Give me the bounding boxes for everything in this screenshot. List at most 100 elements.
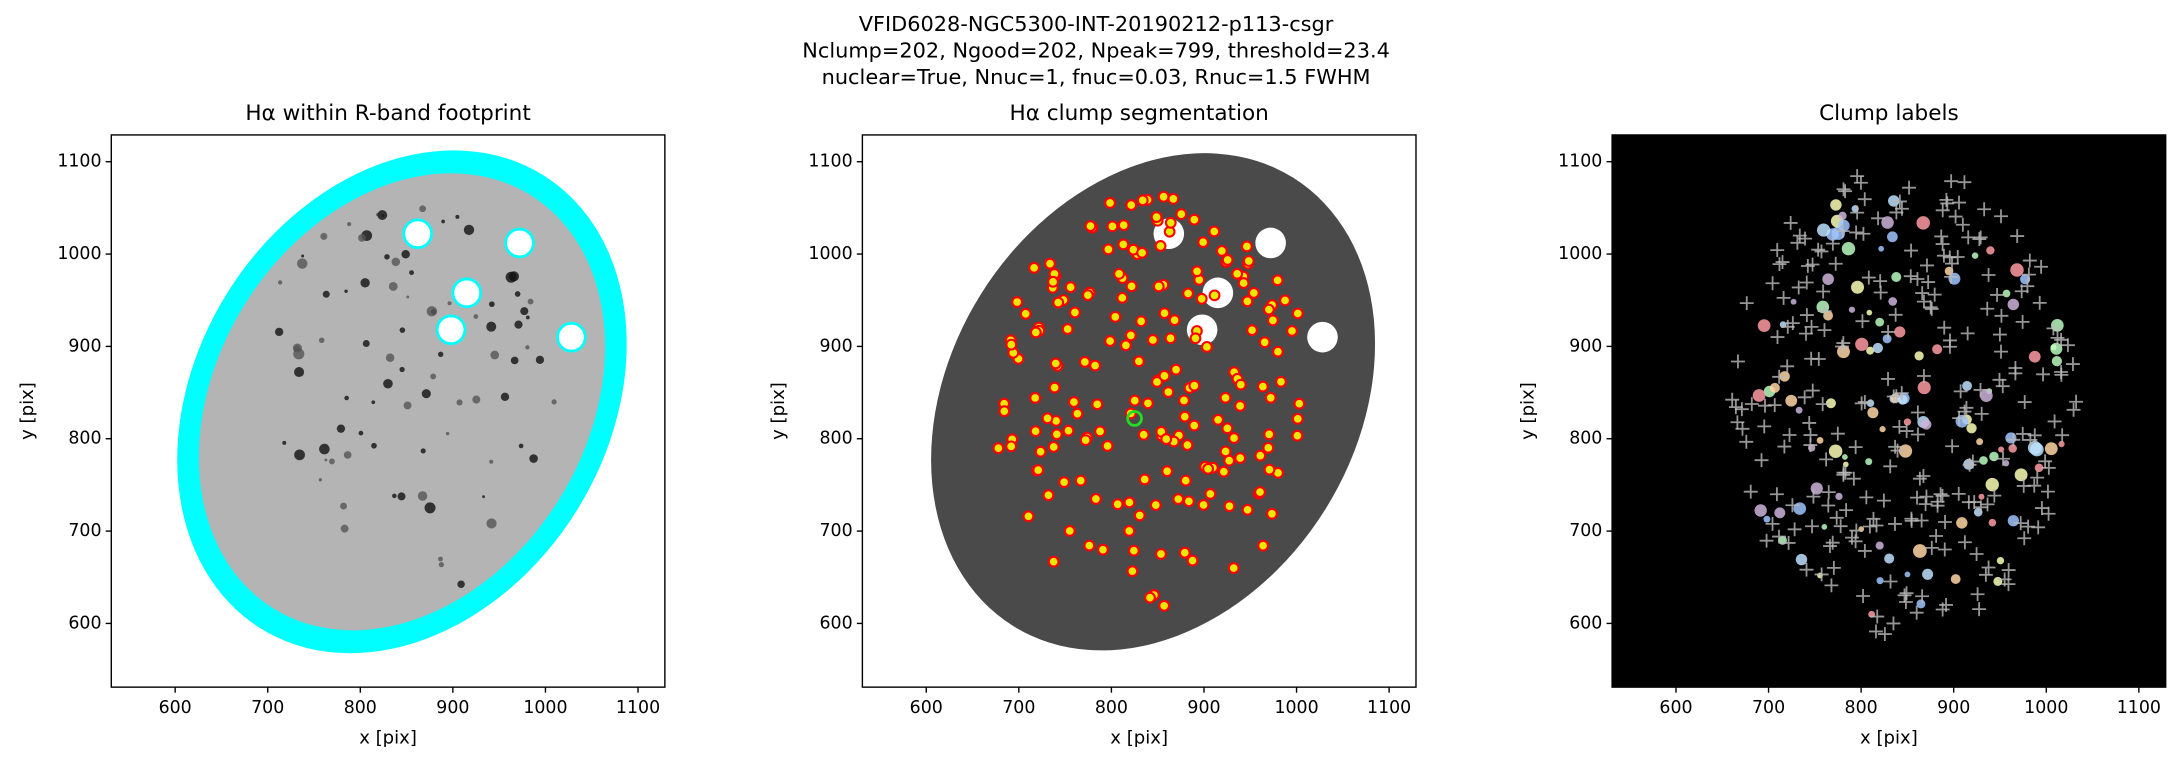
x-axis-label: x [pix] bbox=[1860, 728, 1918, 749]
clump-outline bbox=[1151, 376, 1163, 388]
emission-spot bbox=[371, 400, 376, 405]
clump-outline bbox=[1061, 323, 1074, 335]
peak-marker bbox=[1815, 397, 1830, 412]
clump-label bbox=[2002, 289, 2011, 298]
clump-outline bbox=[1247, 286, 1260, 299]
emission-spot bbox=[417, 491, 428, 501]
x-tick-label: 1100 bbox=[2117, 698, 2161, 718]
clump-outline bbox=[1101, 440, 1114, 452]
clump-outline bbox=[1179, 474, 1192, 487]
emission-spot bbox=[274, 327, 284, 337]
clump-outline bbox=[1228, 432, 1240, 445]
clump-outline bbox=[1071, 407, 1084, 420]
peak-marker bbox=[2031, 520, 2046, 535]
clump-outline bbox=[1113, 267, 1125, 280]
x-tick-label: 900 bbox=[1937, 698, 1970, 718]
clump-label bbox=[1757, 319, 1771, 332]
peak-marker bbox=[2022, 253, 2037, 268]
peak-marker bbox=[1735, 421, 1750, 436]
clump-label bbox=[1879, 426, 1886, 433]
peak-marker bbox=[1803, 438, 1818, 453]
clump-label bbox=[1763, 515, 1771, 523]
clump-label bbox=[2050, 342, 2063, 355]
panel-image bbox=[931, 153, 1376, 651]
y-tick-label: 1000 bbox=[808, 244, 852, 264]
clump-outline bbox=[1137, 428, 1150, 441]
clump-label bbox=[1855, 337, 1869, 351]
x-tick-label: 1100 bbox=[616, 698, 660, 718]
clump-label bbox=[1848, 306, 1856, 313]
clump-label bbox=[1887, 231, 1898, 243]
emission-spot bbox=[320, 232, 328, 240]
peak-marker bbox=[1881, 324, 1896, 339]
y-axis-label: y [pix] bbox=[768, 382, 789, 440]
panel-title: Clump labels bbox=[1819, 101, 1959, 126]
peak-marker bbox=[1888, 307, 1903, 322]
peak-marker bbox=[2040, 484, 2055, 499]
clump-outline bbox=[1048, 381, 1061, 394]
peak-marker bbox=[1903, 269, 1918, 284]
clump-label bbox=[1793, 502, 1807, 515]
clump-label bbox=[1841, 242, 1856, 256]
peak-marker bbox=[1898, 595, 1913, 609]
clump-label bbox=[1888, 297, 1898, 306]
peak-marker bbox=[1849, 225, 1864, 240]
peak-marker bbox=[2047, 414, 2062, 429]
clump-outline bbox=[1041, 412, 1054, 425]
peak-marker bbox=[1894, 201, 1909, 216]
peak-marker bbox=[1924, 540, 1939, 555]
clump-outline bbox=[1178, 546, 1191, 559]
peak-marker bbox=[1943, 333, 1957, 348]
clump-label bbox=[2007, 515, 2019, 527]
emission-spot bbox=[401, 250, 410, 259]
peak-marker bbox=[1918, 497, 1933, 512]
emission-spot bbox=[419, 205, 427, 213]
peak-marker bbox=[1980, 497, 1995, 512]
peak-marker bbox=[1994, 209, 2008, 224]
peak-marker bbox=[1916, 469, 1931, 483]
clump-label bbox=[1894, 326, 1906, 338]
clump-label bbox=[1971, 252, 1979, 259]
peak-marker bbox=[1948, 209, 1963, 224]
clump-label bbox=[1785, 394, 1798, 407]
emission-spot bbox=[472, 395, 481, 404]
clump-label bbox=[1865, 458, 1873, 466]
clump-outline bbox=[1263, 428, 1276, 441]
clump-label bbox=[1810, 482, 1823, 495]
peak-marker bbox=[1769, 487, 1784, 502]
peak-marker bbox=[1945, 439, 1960, 454]
clump-label bbox=[1989, 451, 1999, 462]
peak-marker bbox=[1921, 275, 1936, 290]
halpha-image bbox=[198, 173, 606, 631]
axes-frame bbox=[861, 134, 1417, 688]
y-tick-label: 800 bbox=[68, 429, 101, 449]
clump-outline bbox=[1219, 391, 1232, 404]
clump-label bbox=[1842, 454, 1848, 460]
clump-outline bbox=[1168, 314, 1181, 327]
peak-marker bbox=[2008, 361, 2023, 375]
peak-marker bbox=[1994, 308, 2009, 323]
peak-marker bbox=[1897, 588, 1912, 603]
peak-marker bbox=[2020, 279, 2035, 294]
clump-outline bbox=[1212, 413, 1225, 426]
peak-marker bbox=[1961, 230, 1976, 245]
emission-spot bbox=[391, 257, 401, 267]
clump-outline bbox=[1047, 275, 1059, 288]
emission-spot bbox=[500, 392, 510, 402]
clump-outline bbox=[1182, 495, 1195, 508]
y-tick-label: 1000 bbox=[1558, 244, 1602, 264]
clump-outline bbox=[1275, 375, 1287, 388]
peak-marker bbox=[1957, 535, 1972, 550]
peak-marker bbox=[1970, 587, 1985, 602]
peak-marker bbox=[1904, 511, 1919, 526]
peak-marker bbox=[1915, 286, 1930, 301]
clump-outline bbox=[1123, 496, 1136, 509]
clump-label bbox=[1922, 568, 1934, 580]
peak-marker bbox=[2016, 478, 2031, 493]
clump-outline bbox=[1011, 296, 1024, 308]
peak-marker bbox=[1823, 539, 1837, 554]
peak-marker bbox=[1944, 269, 1959, 284]
peak-marker bbox=[1799, 275, 1814, 290]
peak-marker bbox=[1850, 205, 1865, 220]
